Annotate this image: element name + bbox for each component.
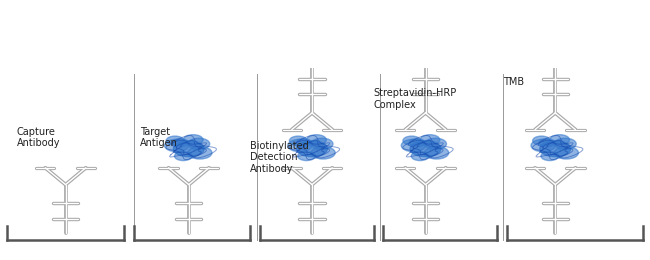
Ellipse shape [424,138,447,149]
Text: A: A [552,28,558,34]
Ellipse shape [424,147,448,159]
Ellipse shape [540,0,559,8]
Polygon shape [304,47,320,64]
Text: HRP: HRP [549,4,562,9]
Ellipse shape [531,139,555,152]
Ellipse shape [407,0,444,21]
Ellipse shape [554,147,578,159]
Text: HRP: HRP [419,4,432,9]
Ellipse shape [532,136,551,145]
Ellipse shape [296,141,328,157]
Text: A: A [423,28,428,34]
Ellipse shape [420,135,440,145]
Polygon shape [512,18,599,44]
Ellipse shape [411,0,429,8]
Ellipse shape [298,152,315,161]
Text: Biotinylated
Detection
Antibody: Biotinylated Detection Antibody [250,141,309,174]
Ellipse shape [554,138,576,149]
Ellipse shape [166,136,184,145]
Ellipse shape [173,139,188,147]
Ellipse shape [540,141,571,157]
Polygon shape [512,18,599,44]
Text: Target
Antigen: Target Antigen [140,127,178,148]
Ellipse shape [183,135,203,145]
Ellipse shape [164,139,188,152]
Polygon shape [382,18,469,44]
Text: TMB: TMB [503,77,525,87]
Ellipse shape [410,141,441,157]
Ellipse shape [540,139,554,147]
Ellipse shape [559,0,627,5]
Ellipse shape [188,147,212,159]
Ellipse shape [537,0,574,21]
Ellipse shape [403,136,421,145]
Text: Capture
Antibody: Capture Antibody [17,127,60,148]
Ellipse shape [307,135,326,145]
Ellipse shape [311,147,335,159]
Ellipse shape [174,141,204,157]
Polygon shape [382,18,469,44]
Ellipse shape [289,136,307,145]
Polygon shape [418,47,434,64]
Ellipse shape [401,139,426,152]
Ellipse shape [541,152,558,161]
Ellipse shape [410,139,425,147]
Ellipse shape [174,152,192,161]
Ellipse shape [411,152,429,161]
Ellipse shape [288,139,312,152]
Ellipse shape [311,138,333,149]
Polygon shape [547,47,563,64]
Ellipse shape [296,139,311,147]
Text: Streptavidin-HRP
Complex: Streptavidin-HRP Complex [374,88,457,110]
Ellipse shape [188,138,210,149]
Ellipse shape [550,135,569,145]
